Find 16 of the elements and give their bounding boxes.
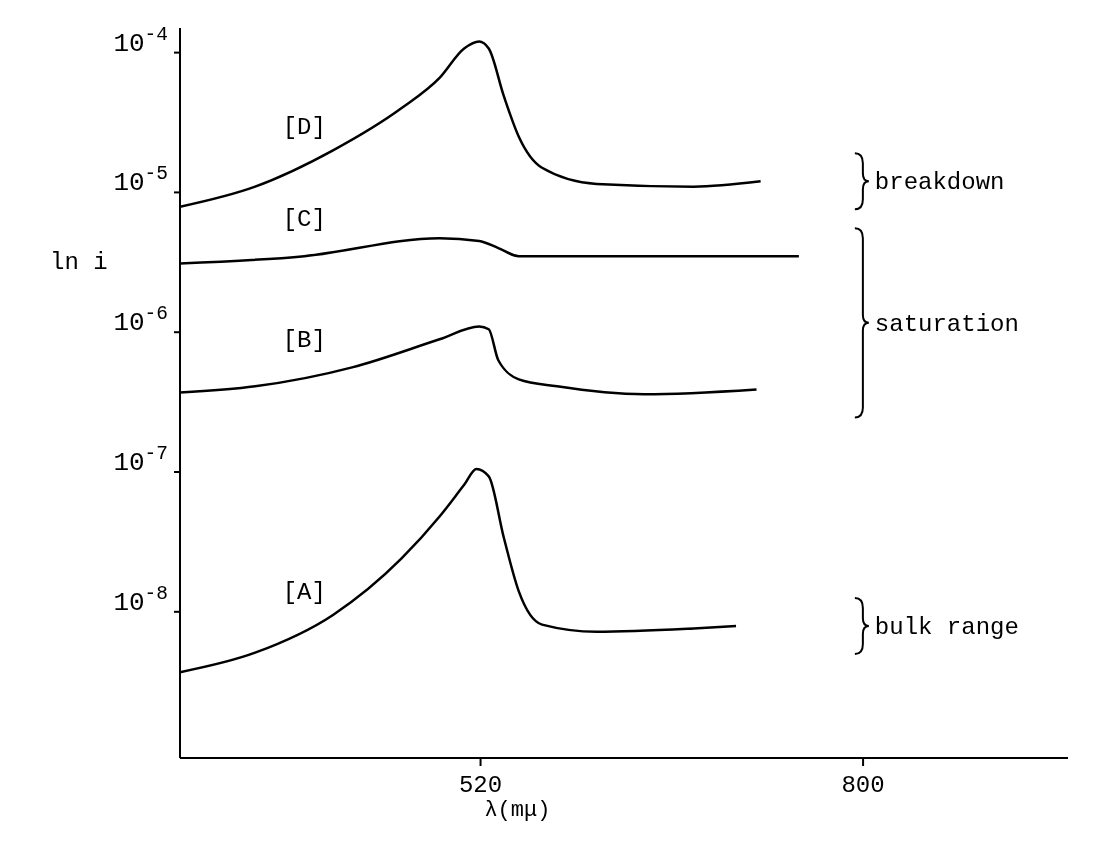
series-label: [A] (282, 578, 326, 606)
y-tick-label: 10$^{-8}$ (113, 582, 168, 618)
series-label: [D] (282, 113, 326, 141)
annotation: bulk range (874, 614, 1019, 642)
x-axis-title: λ(mμ) (484, 798, 551, 823)
series-label: [C] (282, 206, 326, 234)
annotation: breakdown (874, 169, 1005, 197)
x-tick-label: 520 (458, 772, 503, 799)
y-axis-title: ln i (50, 248, 108, 276)
y-tick-label: 10$^{-5}$ (113, 163, 168, 199)
y-tick-label: 10$^{-4}$ (113, 23, 168, 59)
x-tick-label: 800 (841, 772, 885, 799)
y-tick-label: 10$^{-6}$ (113, 303, 168, 339)
y-tick-label: 10$^{-7}$ (113, 443, 168, 479)
annotation: saturation (874, 310, 1019, 338)
series-label: [B] (282, 326, 326, 354)
